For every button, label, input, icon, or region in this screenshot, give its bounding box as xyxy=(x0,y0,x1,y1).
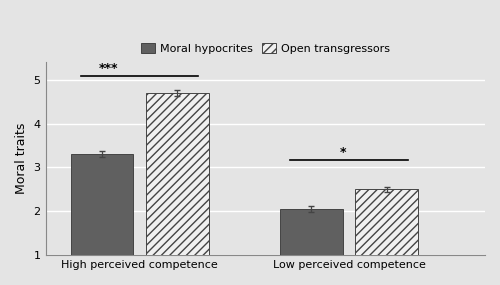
Bar xyxy=(356,190,418,255)
Text: *: * xyxy=(340,146,346,159)
Bar xyxy=(146,93,209,255)
Text: ***: *** xyxy=(98,62,118,76)
Y-axis label: Moral traits: Moral traits xyxy=(15,123,28,194)
Legend: Moral hypocrites, Open transgressors: Moral hypocrites, Open transgressors xyxy=(136,39,394,58)
Bar xyxy=(70,154,134,255)
Bar xyxy=(280,209,342,255)
